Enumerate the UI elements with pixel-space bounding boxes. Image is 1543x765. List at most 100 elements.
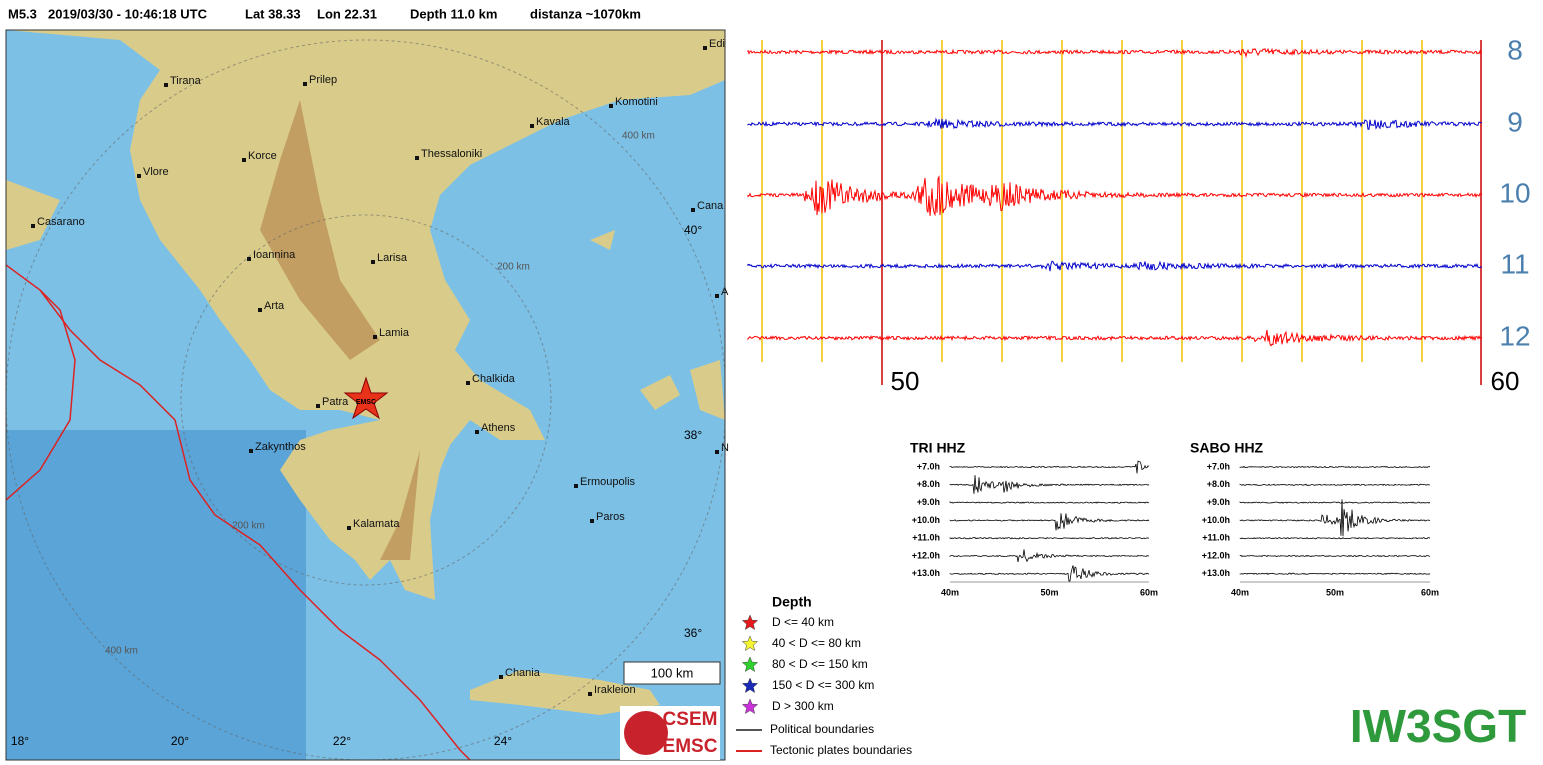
city-marker [242,158,246,162]
city-label: Patra [322,396,349,408]
helicorder-row-label: +10.0h [912,515,940,525]
helicorder-title: TRI HHZ [910,440,966,456]
helicorder-row-label: +11.0h [1202,533,1230,543]
scale-label: 100 km [651,665,694,680]
waveform [747,260,1483,272]
legend-star [741,698,759,715]
epicenter-label: EMSC [356,399,376,406]
helicorder-title: SABO HHZ [1190,440,1264,456]
ring-label: 200 km [497,262,530,273]
helicorder-row-label: +13.0h [1202,568,1230,578]
row-label: 12 [1499,320,1530,351]
logo-globe [624,711,668,755]
land [6,30,725,600]
tectonic-boundary [6,289,76,501]
helicorder-row-label: +12.0h [1202,550,1230,560]
land [6,180,60,250]
city-label: A [721,286,729,298]
helicorder-row-label: +13.0h [912,568,940,578]
islands [590,230,725,420]
legend-title: Depth [772,594,812,610]
header-distance: distanza ~1070km [530,6,641,21]
city-marker [691,208,695,212]
helicorder-trace [1239,499,1431,537]
city-marker [258,308,262,312]
minute-label: 60 [1491,366,1520,396]
city-label: Ermoupolis [580,476,636,488]
row-label: 10 [1499,177,1530,208]
city-marker [530,124,534,128]
logo-text: CSEM [663,709,718,730]
waveform [747,47,1483,59]
city-marker [137,174,141,178]
lat-label: 36° [684,626,702,640]
city-label: Thessaloniki [421,148,482,160]
header-magnitude: M5.3 [8,6,37,21]
helicorder-trace [949,501,1150,504]
city-label: Tirana [170,75,202,87]
helicorder-x-label: 40m [941,587,959,597]
header-lat: Lat 38.33 [245,6,301,21]
lon-label: 24° [494,734,512,748]
city-marker [249,449,253,453]
helicorder-row-label: +9.0h [917,497,940,507]
helicorder-trace [1239,483,1431,486]
helicorder-row-label: +10.0h [1202,515,1230,525]
logo-text: EMSC [663,736,718,757]
waveform [747,117,1483,130]
helicorder-trace [949,460,1150,474]
helicorder-x-label: 60m [1140,587,1158,597]
city-marker [588,692,592,696]
city-marker [715,294,719,298]
helicorder-trace [949,475,1150,494]
city-marker [415,156,419,160]
waveform [747,329,1483,347]
city-marker [31,224,35,228]
legend-item: D > 300 km [772,699,834,713]
city-label: Edi [709,38,725,50]
lon-label: 22° [333,734,351,748]
city-label: Kalamata [353,518,400,530]
city-label: Zakynthos [255,441,306,453]
lat-label: 40° [684,223,702,237]
city-marker [703,46,707,50]
helicorder-row-label: +12.0h [912,550,940,560]
legend-item: Tectonic plates boundaries [770,743,912,757]
legend-star [741,635,759,652]
helicorder-x-label: 60m [1421,587,1439,597]
helicorder-x-label: 50m [1326,587,1344,597]
helicorder-trace [1239,554,1431,558]
helicorder-row-label: +8.0h [1207,479,1230,489]
row-label: 11 [1500,248,1529,279]
legend-star [741,656,759,673]
helicorder-trace [1239,572,1431,575]
row-label: 8 [1507,34,1523,65]
helicorder-row-label: +7.0h [1207,461,1230,471]
city-marker [475,430,479,434]
city-marker [499,675,503,679]
city-marker [164,83,168,87]
row-label: 9 [1507,106,1523,137]
city-label: Chalkida [472,373,516,385]
legend-item: Political boundaries [770,722,874,736]
legend-item: 150 < D <= 300 km [772,678,874,692]
helicorder-trace [949,565,1150,582]
legend-item: D <= 40 km [772,615,834,629]
city-label: Irakleion [594,684,636,696]
header-depth: Depth 11.0 km [410,6,497,21]
city-label: Ioannina [253,249,296,261]
epicenter-star [343,376,389,420]
helicorder-x-label: 40m [1231,587,1249,597]
city-label: Cana [697,200,724,212]
city-label: Vlore [143,166,169,178]
city-marker [609,104,613,108]
helicorder-trace [1239,537,1431,540]
mountains [260,100,420,560]
legend-item: 80 < D <= 150 km [772,657,868,671]
helicorder-row-label: +7.0h [917,461,940,471]
header-datetime: 2019/03/30 - 10:46:18 UTC [48,6,208,21]
lon-label: 18° [11,734,29,748]
city-label: Paros [596,511,625,523]
helicorder-row-label: +8.0h [917,479,940,489]
